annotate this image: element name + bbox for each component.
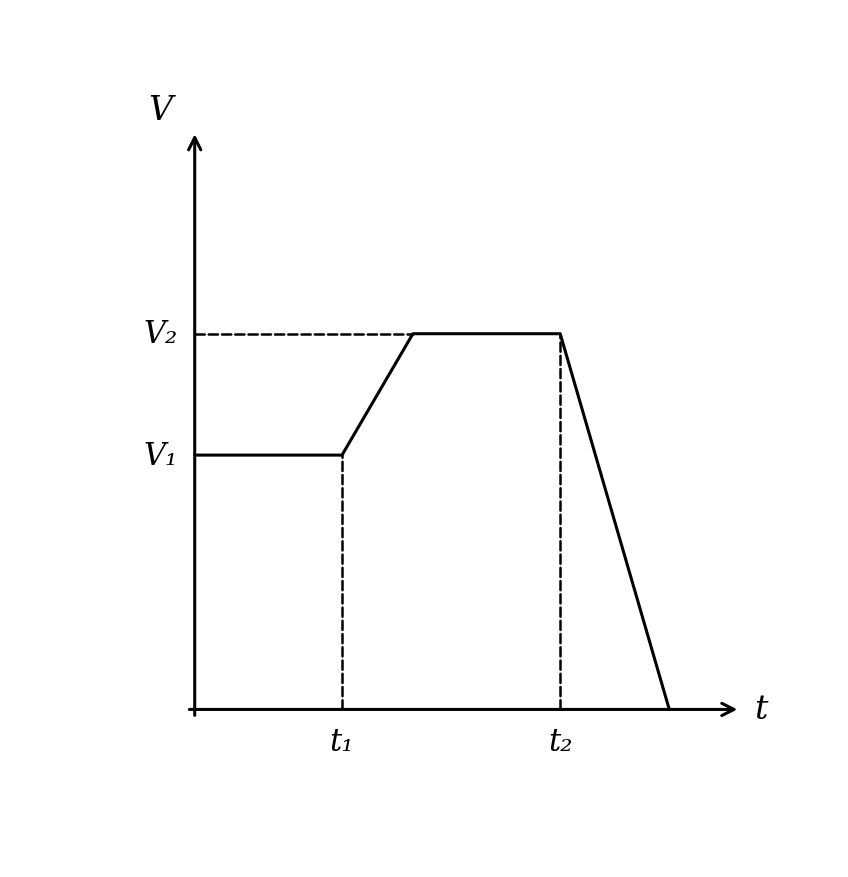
Text: V₂: V₂ [143,319,178,350]
Text: t₁: t₁ [330,726,354,758]
Text: t: t [755,694,768,725]
Text: t₂: t₂ [548,726,572,758]
Text: V: V [148,95,173,127]
Text: V₁: V₁ [143,440,178,471]
